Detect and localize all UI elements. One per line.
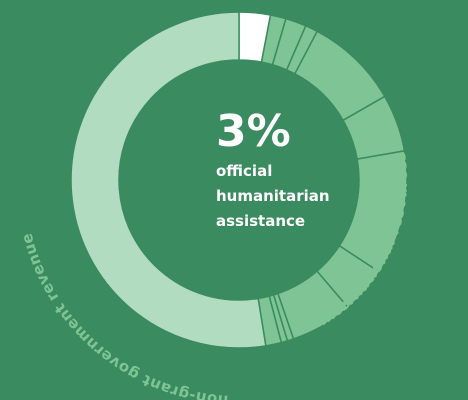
center-value: 3% (216, 106, 291, 157)
slice-government-12 (70, 11, 267, 349)
center-label-line-2: humanitarian (216, 187, 330, 205)
center-label-line-1: official (216, 162, 272, 180)
donut-slices (70, 11, 408, 349)
center-label-line-3: assistance (216, 212, 305, 230)
